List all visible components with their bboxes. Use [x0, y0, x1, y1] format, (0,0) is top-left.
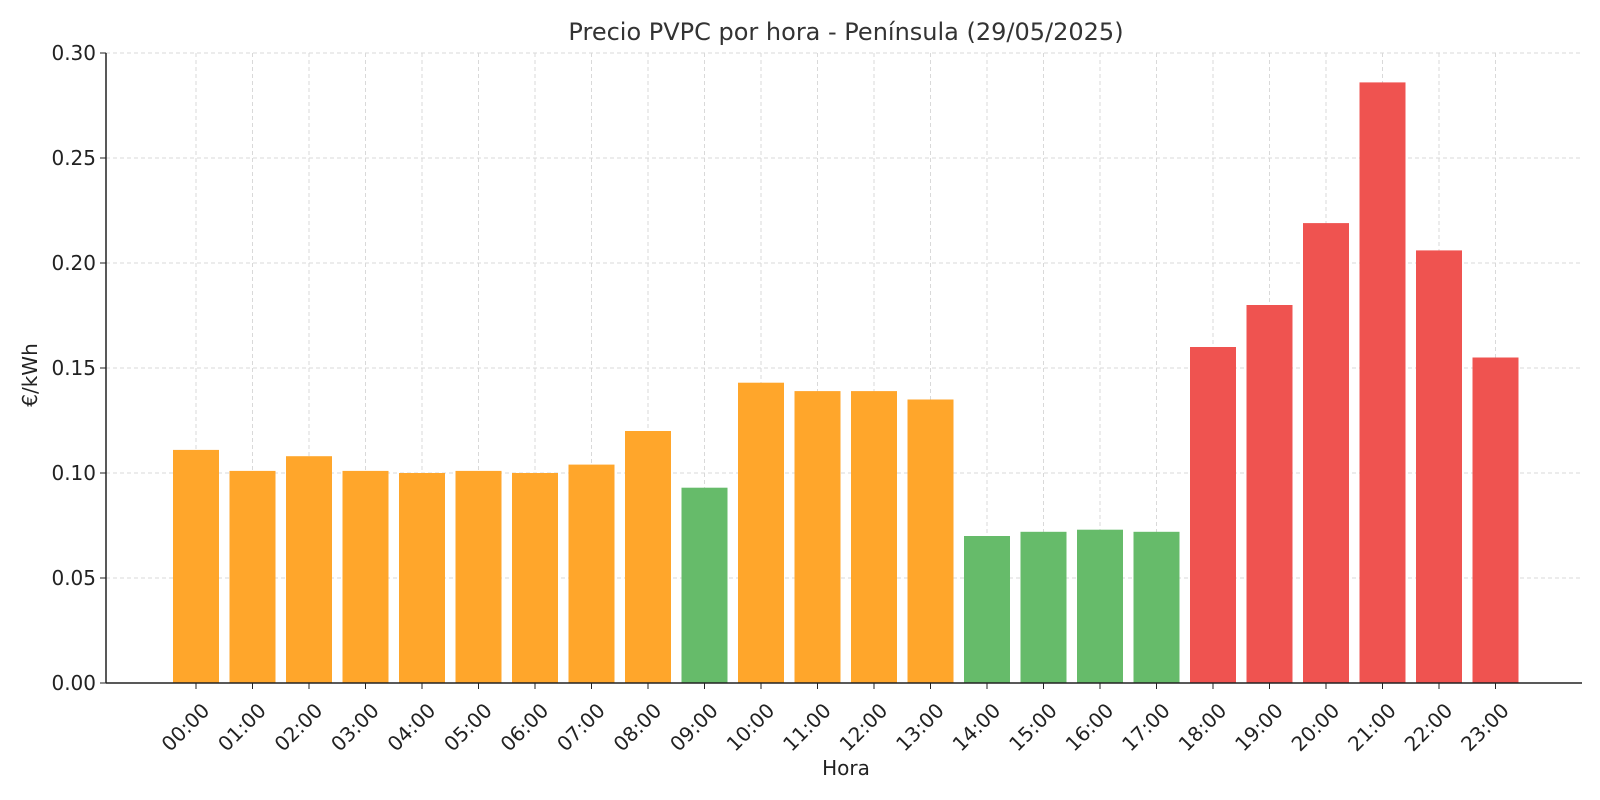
bar-0000 [173, 449, 219, 683]
bar-1900 [1246, 305, 1293, 683]
bar-0400 [399, 473, 445, 683]
bar-0800 [625, 431, 671, 683]
x-tick-label: 05:00 [439, 698, 497, 756]
y-tick-label: 0.05 [51, 566, 96, 590]
bar-1800 [1190, 347, 1236, 683]
x-tick-label: 17:00 [1117, 698, 1175, 756]
x-tick-label: 15:00 [1004, 698, 1062, 756]
bar-2100 [1359, 82, 1406, 683]
bar-0900 [681, 487, 728, 683]
chart-title: Precio PVPC por hora - Península (29/05/… [568, 18, 1123, 46]
x-tick-label: 23:00 [1456, 698, 1514, 756]
x-tick-label: 20:00 [1287, 698, 1345, 756]
x-tick-label: 12:00 [835, 698, 893, 756]
x-tick-label: 00:00 [157, 698, 215, 756]
y-tick-label: 0.20 [51, 251, 96, 275]
x-tick-label: 11:00 [778, 698, 836, 756]
x-tick-label: 09:00 [665, 698, 723, 756]
bar-2200 [1416, 250, 1462, 683]
x-tick-label: 13:00 [891, 698, 949, 756]
x-tick-label: 21:00 [1343, 698, 1401, 756]
x-axis-title: Hora [822, 756, 870, 780]
bar-1500 [1020, 531, 1067, 683]
bar-1700 [1133, 531, 1180, 683]
y-tick-label: 0.30 [51, 41, 96, 65]
bar-2000 [1303, 223, 1349, 683]
x-tick-label: 10:00 [722, 698, 780, 756]
bar-1100 [794, 391, 841, 683]
bar-0500 [455, 470, 502, 683]
y-tick-label: 0.00 [51, 671, 96, 695]
x-tick-label: 07:00 [552, 698, 610, 756]
x-tick-label: 18:00 [1174, 698, 1232, 756]
bar-0300 [342, 470, 389, 683]
y-tick-label: 0.10 [51, 461, 96, 485]
x-tick-label: 06:00 [496, 698, 554, 756]
bar-1200 [851, 391, 897, 683]
bar-1400 [964, 536, 1010, 683]
bar-0600 [512, 473, 558, 683]
bar-layer [173, 82, 1519, 683]
y-tick-label: 0.15 [51, 356, 96, 380]
x-tick-label: 19:00 [1230, 698, 1288, 756]
bar-1000 [738, 382, 784, 683]
x-tick-label: 16:00 [1061, 698, 1119, 756]
x-tick-label: 14:00 [948, 698, 1006, 756]
bar-0200 [286, 456, 332, 683]
bar-0700 [568, 464, 615, 683]
bar-2300 [1472, 357, 1519, 683]
x-tick-label: 22:00 [1400, 698, 1458, 756]
x-tick-label: 03:00 [326, 698, 384, 756]
bar-0100 [229, 470, 276, 683]
bar-1300 [907, 399, 954, 683]
x-tick-label: 08:00 [609, 698, 667, 756]
x-tick-label: 04:00 [383, 698, 441, 756]
x-tick-label: 02:00 [270, 698, 328, 756]
y-axis-title: €/kWh [18, 343, 42, 407]
y-tick-label: 0.25 [51, 146, 96, 170]
bar-1600 [1077, 529, 1123, 683]
x-tick-label: 01:00 [213, 698, 271, 756]
